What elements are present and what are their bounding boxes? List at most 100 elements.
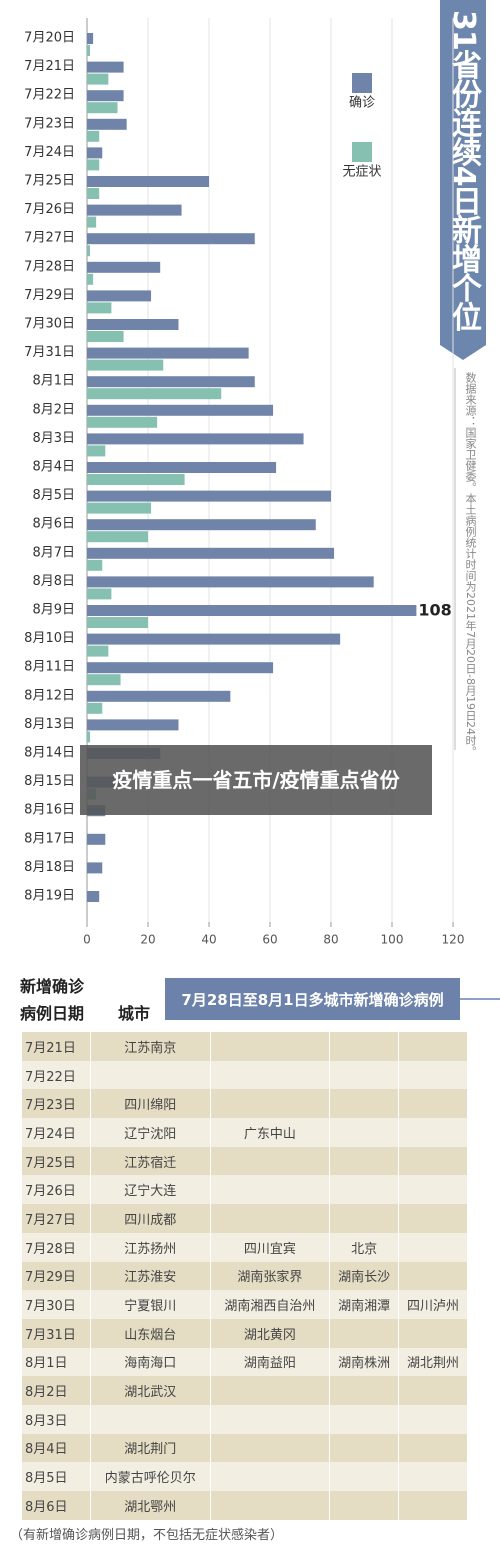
y-tick-label: 8月8日: [32, 574, 75, 589]
bar: [87, 188, 100, 199]
bar: [87, 531, 148, 543]
city-cell: [90, 1404, 211, 1434]
y-tick-label: 8月16日: [24, 803, 75, 818]
bar: [87, 502, 152, 514]
bar: [87, 576, 374, 588]
legend-label: 无症状: [342, 165, 381, 180]
bar: [87, 204, 182, 216]
city-cell: 湖北武汉: [90, 1376, 211, 1405]
table-row: 7月26日 辽宁大连: [22, 1175, 468, 1205]
bar: [87, 404, 274, 416]
city-cell: [210, 1060, 331, 1090]
city-cell: 辽宁沈阳: [90, 1118, 211, 1147]
date-cell: 7月30日: [22, 1290, 91, 1319]
date-cell: 7月25日: [22, 1146, 91, 1176]
table-row: 7月27日 四川成都: [22, 1204, 468, 1233]
y-tick-label: 8月3日: [32, 431, 75, 446]
bar: [87, 645, 109, 657]
y-tick-label: 8月5日: [32, 488, 75, 503]
city-cell: [210, 1032, 331, 1061]
y-tick-label: 8月9日: [32, 603, 75, 618]
city-cell: [398, 1118, 468, 1147]
city-cell: [398, 1232, 468, 1262]
city-cell: [210, 1175, 331, 1205]
y-tick-label: 8月13日: [24, 717, 75, 732]
y-tick-label: 8月2日: [32, 402, 75, 417]
table-row: 8月5日 内蒙古呼伦贝尔: [22, 1462, 468, 1491]
city-cell: 湖南张家界: [210, 1261, 331, 1291]
chart: 0 20 40 60 80 100 120 7月20日 7月21日 7月22日 7月23日 7月24日…: [24, 0, 486, 947]
date-cell: 7月31日: [22, 1318, 91, 1348]
city-cell: [398, 1318, 468, 1348]
bar: [87, 433, 304, 445]
bar: [87, 719, 179, 731]
y-tick-label: 7月20日: [24, 31, 75, 46]
city-cell: 湖北荆州: [398, 1347, 468, 1377]
y-tick-label: 8月1日: [32, 374, 75, 389]
bar: [87, 547, 335, 559]
y-tick-label: 8月14日: [24, 746, 75, 761]
bar: [87, 376, 255, 388]
date-cell: 7月23日: [22, 1089, 91, 1119]
city-cell: [210, 1204, 331, 1233]
city-cell: [210, 1089, 331, 1119]
x-tick-label: 60: [262, 933, 277, 947]
y-tick-label: 7月25日: [24, 174, 75, 189]
bar: [87, 102, 118, 114]
bar: [87, 319, 179, 330]
city-cell: 北京: [329, 1232, 400, 1262]
city-cell: [398, 1204, 468, 1233]
city-cell: [398, 1376, 468, 1405]
bar: [87, 233, 255, 245]
bar: [87, 61, 124, 73]
city-cell: [398, 1462, 468, 1491]
bar: [87, 45, 91, 56]
city-cell: 湖南湘西自治州: [210, 1290, 331, 1319]
bar: [87, 331, 124, 342]
bar: [87, 833, 106, 845]
city-cell: 江苏南京: [90, 1032, 211, 1061]
banner-line: [460, 998, 500, 1000]
table-header: 城市: [118, 1004, 151, 1023]
banner: 7月28日至8月1日多城市新增确诊病例: [165, 978, 460, 1020]
x-tick-label: 40: [201, 933, 216, 947]
y-tick-label: 7月23日: [24, 116, 75, 131]
bar: [87, 462, 277, 473]
table-row: 8月3日: [22, 1404, 468, 1434]
table: 7月21日 江苏南京 7月22日 7月23日 四川绵阳 7月24日 辽宁沈阳 广东中山 7月25…: [22, 1032, 468, 1520]
city-cell: [329, 1146, 400, 1176]
bar: [87, 519, 316, 531]
bar: [87, 347, 249, 359]
city-cell: [210, 1462, 331, 1491]
bar: [87, 416, 158, 428]
city-cell: [329, 1491, 400, 1520]
date-cell: 8月1日: [22, 1347, 91, 1377]
city-cell: [398, 1175, 468, 1205]
bar: [87, 690, 231, 702]
city-cell: [398, 1146, 468, 1176]
bar: [87, 359, 164, 371]
city-cell: 湖南益阳: [210, 1347, 331, 1377]
city-cell: [398, 1089, 468, 1119]
table-row: 7月30日 宁夏银川 湖南湘西自治州 湖南湘潭 四川泸州: [22, 1290, 468, 1319]
y-tick-label: 7月22日: [24, 88, 75, 103]
bar: [87, 633, 341, 645]
y-tick-label: 8月4日: [32, 460, 75, 475]
bar: [87, 216, 97, 228]
city-cell: 辽宁大连: [90, 1175, 211, 1205]
y-tick-label: 8月12日: [24, 688, 75, 703]
date-cell: 8月6日: [22, 1491, 91, 1520]
bar: [87, 290, 152, 302]
date-cell: 8月2日: [22, 1376, 91, 1405]
city-cell: 湖北荆门: [90, 1433, 211, 1463]
bar: [87, 176, 209, 187]
bar: [87, 559, 103, 571]
city-cell: 内蒙古呼伦贝尔: [90, 1462, 211, 1491]
value-label: 108: [418, 601, 451, 620]
table-row: 7月28日 江苏扬州 四川宜宾 北京: [22, 1232, 468, 1262]
date-cell: 7月28日: [22, 1232, 91, 1262]
date-cell: 7月21日: [22, 1032, 91, 1061]
bar: [87, 702, 103, 714]
city-cell: 广东中山: [210, 1118, 331, 1147]
